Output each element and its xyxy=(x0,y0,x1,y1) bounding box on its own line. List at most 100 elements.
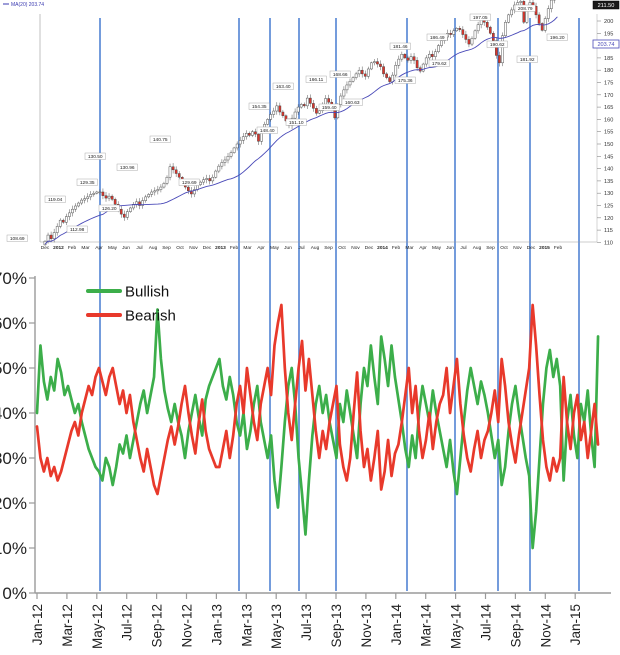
price-callout: 130.96 xyxy=(120,165,135,171)
price-callout: 175.36 xyxy=(398,78,413,84)
price-callout: 130.50 xyxy=(88,154,103,160)
date-axis-label: Mar-14 xyxy=(419,604,434,647)
price-callout: 190.62 xyxy=(490,42,505,48)
price-axis-tick: 115 xyxy=(604,228,613,234)
price-axis-tick: 120 xyxy=(604,216,613,222)
date-axis-label: Sep-12 xyxy=(150,604,165,648)
price-callout: 151.10 xyxy=(289,120,304,126)
price-callout: 196.20 xyxy=(550,35,565,41)
bullish-line xyxy=(35,308,600,550)
month-axis-label: Sep xyxy=(486,245,495,251)
price-axis-tick: 195 xyxy=(604,31,613,37)
price-callout: 179.62 xyxy=(432,61,447,67)
price-callout: 163.40 xyxy=(276,84,291,90)
month-axis-label: Sep xyxy=(162,245,171,251)
month-axis-label: Mar xyxy=(243,245,252,251)
month-axis-label: Nov xyxy=(189,245,198,251)
month-axis-label: Oct xyxy=(176,245,184,251)
price-callout: 181.46 xyxy=(393,44,408,50)
date-axis-label: Sep-13 xyxy=(329,604,344,648)
last-price-box: 211.50 xyxy=(598,3,615,9)
date-axis-label: Nov-12 xyxy=(180,604,195,648)
date-axis-label: Sep-14 xyxy=(508,604,523,648)
month-axis-label: May xyxy=(108,245,118,251)
price-axis-tick: 110 xyxy=(604,240,613,246)
price-callout: 197.05 xyxy=(473,15,488,21)
date-axis-label: Jul-14 xyxy=(479,604,494,641)
date-axis-label: Jan-12 xyxy=(30,604,45,645)
price-axis-tick: 180 xyxy=(604,68,613,74)
month-axis-label: Nov xyxy=(513,245,522,251)
price-axis-tick: 135 xyxy=(604,179,613,185)
month-axis-label: 2012 xyxy=(53,245,64,251)
month-axis-label: Jul xyxy=(460,245,466,251)
price-axis-tick: 130 xyxy=(604,191,613,197)
month-axis-label: Apr xyxy=(419,245,427,251)
date-axis-label: May-14 xyxy=(449,604,464,650)
month-axis-label: 2015 xyxy=(539,245,550,251)
price-callout: 112.98 xyxy=(70,227,85,233)
month-axis-label: Feb xyxy=(230,245,239,251)
month-axis-label: Oct xyxy=(500,245,508,251)
price-axis-tick: 200 xyxy=(604,19,613,25)
month-axis-label: Dec xyxy=(527,245,536,251)
date-axis-label: May-13 xyxy=(269,604,284,649)
percent-axis-label: 20% xyxy=(0,494,27,513)
month-axis-label: Dec xyxy=(203,245,212,251)
date-axis-label: May-12 xyxy=(90,604,105,649)
percent-axis-label: 30% xyxy=(0,449,27,468)
ma20-legend: MA(20) 203.74 xyxy=(11,2,44,8)
date-axis-label: Jul-12 xyxy=(120,604,135,641)
price-callout: 154.35 xyxy=(252,104,267,110)
price-callout: 181.92 xyxy=(520,57,535,63)
month-axis-label: 2013 xyxy=(215,245,226,251)
price-callout: 148.40 xyxy=(260,128,275,134)
price-callout: 129.69 xyxy=(182,180,197,186)
price-callout: 119.04 xyxy=(48,197,63,203)
date-axis-label: Jan-15 xyxy=(568,604,583,645)
price-axis-tick: 140 xyxy=(604,167,613,173)
price-callout: 166.11 xyxy=(309,77,324,83)
percent-axis-label: 10% xyxy=(0,539,27,558)
month-axis-label: Dec xyxy=(41,245,50,251)
bearish-legend-label: Bearish xyxy=(125,308,176,325)
sentiment-line-chart: 70% 60% 50% 40% 30% 20% 10% 0%Jan-12 Mar-12 May-1… xyxy=(0,269,611,650)
price-callout: 108.69 xyxy=(10,236,25,242)
price-axis-tick: 155 xyxy=(604,130,613,136)
month-axis-label: Dec xyxy=(365,245,374,251)
date-axis-label: Jul-13 xyxy=(299,604,314,641)
price-axis-tick: 165 xyxy=(604,105,613,111)
price-axis-tick: 175 xyxy=(604,81,613,87)
month-axis-label: Mar xyxy=(405,245,414,251)
percent-axis-label: 70% xyxy=(0,269,27,288)
percent-axis-label: 50% xyxy=(0,359,27,378)
price-axis-tick: 145 xyxy=(604,154,613,160)
month-axis-label: Feb xyxy=(554,245,563,251)
month-axis-label: Feb xyxy=(68,245,77,251)
date-axis-label: Jan-14 xyxy=(389,604,404,646)
month-axis-label: Jul xyxy=(298,245,304,251)
price-candlestick-chart: 2001951901851801751701651601551501451401… xyxy=(3,0,620,251)
month-axis-label: Jun xyxy=(284,245,292,251)
date-axis-label: Nov-13 xyxy=(359,604,374,648)
price-axis-tick: 125 xyxy=(604,204,613,210)
price-axis-tick: 185 xyxy=(604,56,613,62)
price-axis-tick: 170 xyxy=(604,93,613,99)
date-axis-label: Mar-13 xyxy=(239,604,254,647)
price-callout: 140.75 xyxy=(153,137,168,143)
month-axis-label: Jun xyxy=(446,245,454,251)
ma-price-box: 203.74 xyxy=(597,42,614,48)
month-axis-label: May xyxy=(432,245,442,251)
price-callout: 159.40 xyxy=(322,105,337,111)
month-axis-label: Aug xyxy=(149,245,158,251)
bearish-line xyxy=(35,303,600,496)
price-callout: 186.49 xyxy=(430,35,445,41)
month-axis-label: Apr xyxy=(257,245,265,251)
date-axis-label: Nov-14 xyxy=(538,604,553,648)
month-axis-label: Oct xyxy=(338,245,346,251)
month-axis-label: Aug xyxy=(311,245,320,251)
month-axis-label: Sep xyxy=(324,245,333,251)
month-axis-label: Feb xyxy=(392,245,401,251)
